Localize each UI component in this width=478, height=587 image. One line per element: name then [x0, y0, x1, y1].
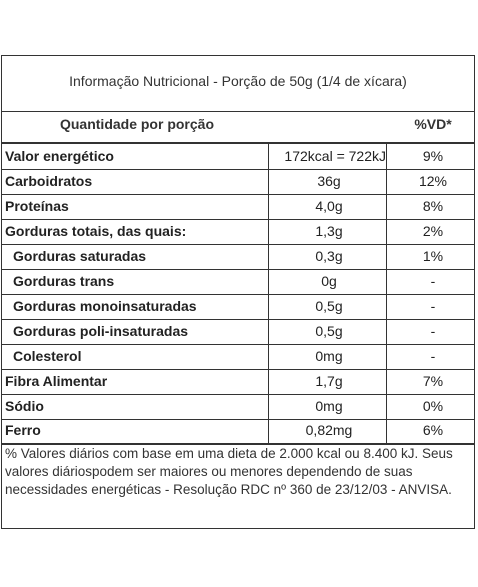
- nutrient-label: Sódio: [5, 398, 44, 414]
- nutrient-vd: -: [430, 323, 436, 339]
- table-row: Fibra Alimentar 1,7g 7%: [2, 369, 474, 394]
- column-divider: [386, 144, 387, 419]
- footnote: % Valores diários com base em uma dieta …: [5, 446, 453, 497]
- nutrient-label: Gorduras monoinsaturadas: [13, 298, 197, 314]
- table-row: Gorduras trans 0g -: [2, 269, 474, 294]
- nutrient-quantity: 1,7g: [315, 373, 343, 389]
- nutrient-quantity: 0mg: [315, 398, 343, 414]
- table-row: Gorduras saturadas 0,3g 1%: [2, 244, 474, 269]
- divider: [2, 219, 474, 220]
- nutrient-vd: -: [430, 273, 436, 289]
- nutrient-vd: 9%: [422, 148, 444, 164]
- nutrient-vd: 7%: [422, 373, 444, 389]
- nutrient-label: Gorduras poli-insaturadas: [13, 323, 189, 339]
- nutrient-quantity: 0,3g: [315, 248, 343, 264]
- nutrient-quantity: 0mg: [315, 348, 343, 364]
- nutrient-vd: 6%: [422, 422, 444, 438]
- table-row: Gorduras poli-insaturadas 0,5g -: [2, 319, 474, 344]
- nutrient-vd: 8%: [422, 198, 444, 214]
- divider: [2, 169, 474, 170]
- divider: [2, 319, 474, 320]
- nutrient-quantity: 172kcal = 722kJ: [284, 148, 386, 164]
- nutrient-vd: 0%: [422, 398, 444, 414]
- divider: [2, 244, 474, 245]
- divider: [2, 443, 474, 445]
- nutrient-quantity: 36g: [317, 173, 341, 189]
- divider: [2, 142, 474, 144]
- nutrient-label: Colesterol: [13, 348, 82, 364]
- nutrient-label: Gorduras trans: [13, 273, 115, 289]
- header-quantity: Quantidade por porção: [59, 116, 214, 132]
- column-divider: [268, 419, 269, 444]
- nutrient-label: Valor energético: [5, 148, 114, 164]
- nutrient-label: Ferro: [5, 422, 41, 438]
- nutrient-vd: 2%: [422, 223, 444, 239]
- divider: [2, 294, 474, 295]
- table-row: Carboidratos 36g 12%: [2, 169, 474, 194]
- table-row: Sódio 0mg 0%: [2, 394, 474, 419]
- divider: [2, 419, 474, 420]
- nutrient-quantity: 0,5g: [315, 298, 343, 314]
- column-divider: [268, 144, 269, 419]
- nutrient-label: Proteínas: [5, 198, 69, 214]
- table-row: Ferro 0,82mg 6%: [2, 418, 474, 443]
- nutrient-vd: -: [430, 298, 436, 314]
- table-row: Gorduras monoinsaturadas 0,5g -: [2, 294, 474, 319]
- nutrient-label: Gorduras saturadas: [13, 248, 147, 264]
- nutrient-quantity: 0,82mg: [305, 422, 353, 438]
- nutrient-vd: 1%: [422, 248, 444, 264]
- divider: [2, 269, 474, 270]
- divider: [2, 344, 474, 345]
- divider: [2, 394, 474, 395]
- nutrient-quantity: 0g: [321, 273, 337, 289]
- divider: [2, 194, 474, 195]
- table-title: Informação Nutricional - Porção de 50g (…: [69, 73, 407, 89]
- nutrient-quantity: 0,5g: [315, 323, 343, 339]
- divider: [2, 369, 474, 370]
- nutrient-label: Carboidratos: [5, 173, 93, 189]
- table-row: Proteínas 4,0g 8%: [2, 194, 474, 219]
- nutrient-quantity: 1,3g: [315, 223, 343, 239]
- table-row: Valor energético 172kcal = 722kJ 9%: [2, 144, 474, 169]
- column-divider: [386, 419, 387, 444]
- nutrition-facts-table: Informação Nutricional - Porção de 50g (…: [1, 55, 475, 529]
- table-row: Gorduras totais, das quais: 1,3g 2%: [2, 219, 474, 244]
- nutrient-vd: 12%: [418, 173, 448, 189]
- nutrient-label: Fibra Alimentar: [5, 373, 108, 389]
- nutrient-label: Gorduras totais, das quais:: [5, 223, 187, 239]
- table-row: Colesterol 0mg -: [2, 344, 474, 369]
- nutrient-vd: -: [430, 348, 436, 364]
- header-vd: %VD*: [414, 116, 452, 132]
- divider: [2, 111, 474, 112]
- nutrient-quantity: 4,0g: [315, 198, 343, 214]
